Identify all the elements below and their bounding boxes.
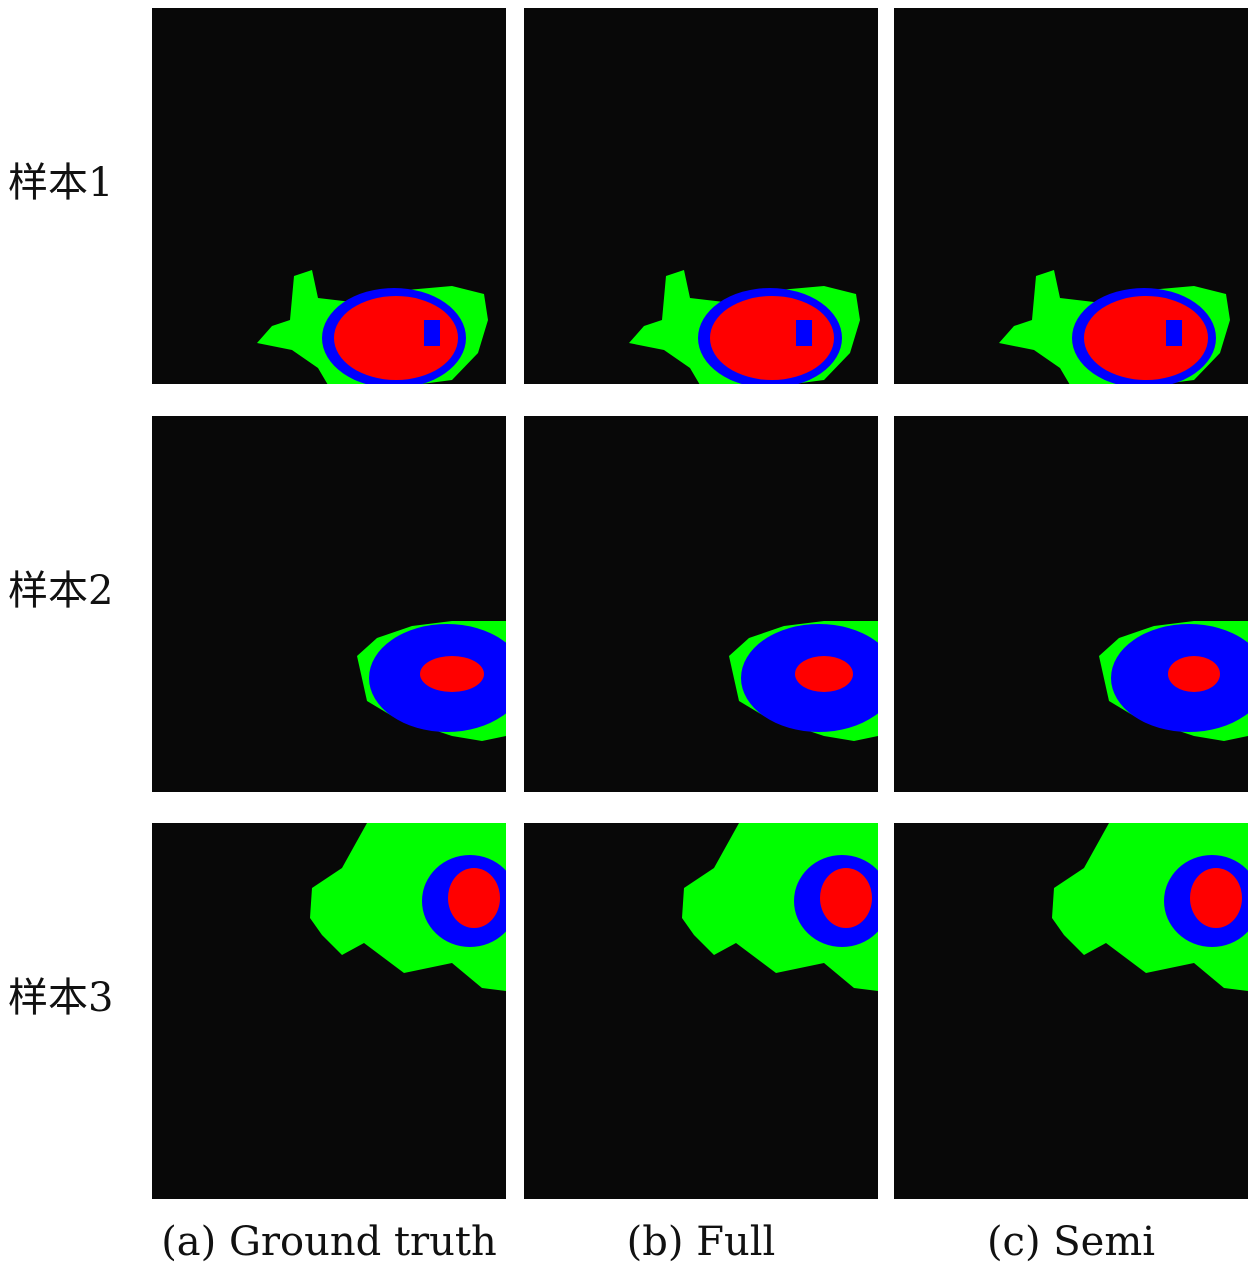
segmentation-panel xyxy=(152,416,506,792)
segmentation-panel xyxy=(152,823,506,1199)
red-region xyxy=(710,296,834,380)
segmentation-panel xyxy=(894,823,1248,1199)
red-region xyxy=(420,656,484,692)
blue-region xyxy=(424,320,440,346)
column-caption: (a) Ground truth xyxy=(161,1219,497,1265)
row-label: 样本2 xyxy=(8,568,113,614)
segmentation-panel xyxy=(524,823,878,1199)
red-region xyxy=(334,296,458,380)
segmentation-panel xyxy=(524,8,878,384)
red-region xyxy=(1190,868,1242,928)
red-region xyxy=(820,868,872,928)
segmentation-panel xyxy=(524,416,878,792)
red-region xyxy=(795,656,853,692)
blue-region xyxy=(1166,320,1182,346)
blue-region xyxy=(796,320,812,346)
column-caption: (c) Semi xyxy=(987,1219,1155,1265)
segmentation-panel xyxy=(894,8,1248,384)
segmentation-panel xyxy=(152,8,506,384)
row-label: 样本1 xyxy=(8,160,113,206)
red-region xyxy=(1084,296,1208,380)
red-region xyxy=(448,868,500,928)
row-label: 样本3 xyxy=(8,975,113,1021)
red-region xyxy=(1168,656,1220,692)
segmentation-panel xyxy=(894,416,1248,792)
column-caption: (b) Full xyxy=(627,1219,776,1265)
